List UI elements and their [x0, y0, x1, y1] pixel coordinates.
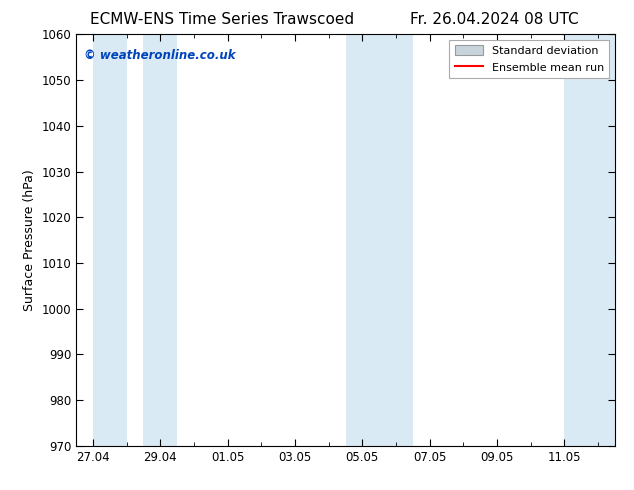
Bar [564, 34, 615, 446]
Y-axis label: Surface Pressure (hPa): Surface Pressure (hPa) [23, 169, 36, 311]
Bar [346, 34, 379, 446]
Text: ECMW-ENS Time Series Trawscoed: ECMW-ENS Time Series Trawscoed [90, 12, 354, 27]
Bar [379, 34, 413, 446]
Text: © weatheronline.co.uk: © weatheronline.co.uk [84, 49, 236, 62]
Bar [143, 34, 177, 446]
Text: Fr. 26.04.2024 08 UTC: Fr. 26.04.2024 08 UTC [410, 12, 579, 27]
Bar [93, 34, 127, 446]
Legend: Standard deviation, Ensemble mean run: Standard deviation, Ensemble mean run [450, 40, 609, 78]
